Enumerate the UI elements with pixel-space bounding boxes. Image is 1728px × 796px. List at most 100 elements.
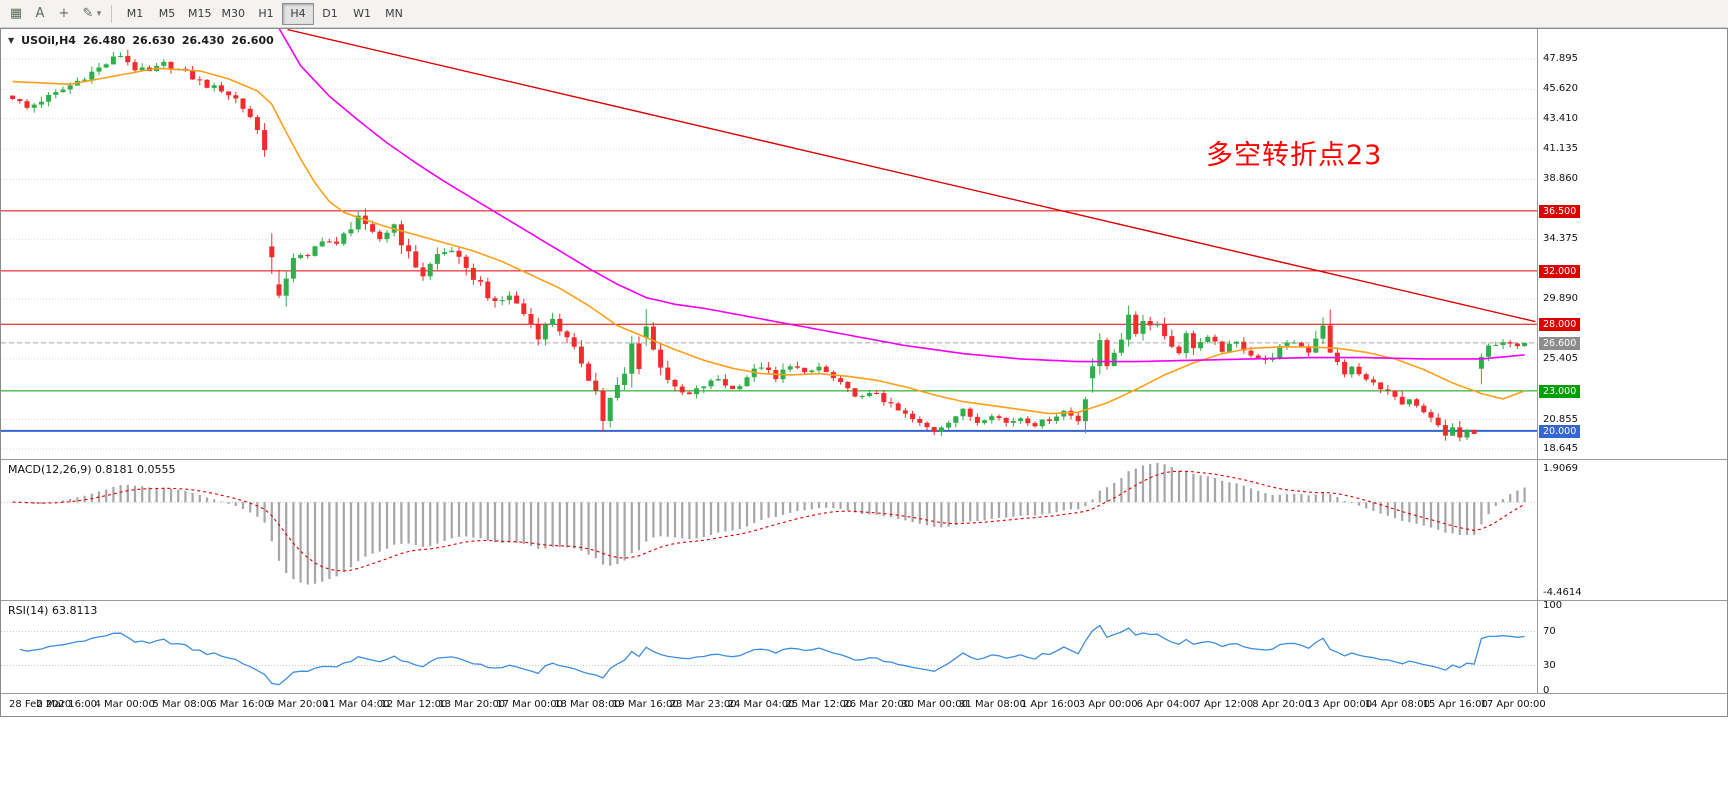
time-label: 2 Mar 16:00 (36, 699, 98, 710)
candle (629, 343, 635, 374)
dropdown-caret-icon[interactable]: ▾ (96, 8, 102, 19)
candle (254, 117, 260, 131)
one-click-trading-icon[interactable]: ▼ (8, 36, 15, 45)
candle (974, 416, 980, 423)
candle (1183, 333, 1189, 354)
candle (1205, 336, 1211, 342)
candle (1486, 345, 1492, 357)
candle (643, 326, 649, 338)
candle (1075, 415, 1081, 422)
time-label: 31 Mar 08:00 (959, 699, 1026, 710)
candle (1212, 336, 1218, 342)
candle (665, 367, 671, 380)
rsi-label: RSI(14) 63.8113 (8, 604, 98, 617)
tf-button-MN[interactable]: MN (385, 7, 403, 20)
candle (1291, 342, 1297, 344)
rsi-panel: 100 70 30 0 RSI(14) 63.8113 (1, 600, 1727, 696)
time-label: 6 Mar 16:00 (210, 699, 271, 710)
candle (420, 267, 426, 277)
candle (1320, 325, 1326, 339)
candle (1248, 350, 1254, 356)
grid-icon[interactable]: ▦ (9, 6, 23, 21)
candle (190, 70, 196, 80)
candle (348, 229, 354, 234)
price-plot[interactable] (1, 29, 1538, 459)
candle (506, 295, 512, 301)
candle (276, 284, 282, 296)
rsi-scale-label: 0 (1543, 685, 1550, 696)
ma-slow-magenta (278, 29, 1525, 363)
candle (218, 85, 224, 92)
tf-button-D1[interactable]: D1 (322, 7, 338, 20)
candle (823, 366, 829, 373)
candle (895, 403, 901, 411)
text-tool-icon[interactable]: A (35, 6, 45, 21)
candle (722, 379, 728, 386)
time-axis[interactable]: 28 Feb 2020 2 Mar 16:00 4 Mar 00:00 5 Mar 0… (1, 694, 1727, 716)
candle (794, 366, 800, 368)
macd-plot[interactable] (1, 460, 1538, 600)
candle (60, 89, 66, 93)
candle (290, 258, 296, 279)
rsi-axis: 100 70 30 0 (1538, 600, 1726, 696)
rsi-plot[interactable] (1, 601, 1538, 693)
price-tick-label: 41.135 (1543, 143, 1578, 155)
price-tick-label: 38.860 (1543, 173, 1578, 185)
candle (564, 331, 570, 338)
candle (1003, 418, 1009, 423)
candle (938, 427, 944, 432)
trend-line[interactable] (287, 29, 1536, 323)
candle (910, 413, 916, 419)
main-chart-panel: 47.895 45.620 43.410 41.135 38.860 34.375 29.8… (1, 29, 1727, 460)
candle (334, 241, 340, 244)
price-line-tag: 28.000 (1539, 318, 1581, 332)
candle (211, 85, 217, 88)
tf-button-M1[interactable]: M1 (126, 7, 144, 20)
candle (226, 91, 232, 96)
candle (960, 408, 966, 417)
candle (89, 71, 95, 80)
chart-annotation[interactable]: 多空转折点23 (1206, 140, 1383, 171)
candle (542, 324, 548, 340)
rsi-line (19, 624, 1525, 686)
crosshair-icon[interactable]: + (58, 6, 70, 21)
tf-button-H1[interactable]: H1 (258, 7, 274, 20)
candle (67, 85, 73, 90)
candle (593, 380, 599, 391)
ma-fast-orange (12, 67, 1525, 415)
price-tick-label: 29.890 (1543, 293, 1578, 305)
candle (1046, 419, 1052, 421)
macd-histogram (18, 462, 1526, 585)
candle (1349, 366, 1355, 375)
candle (1478, 356, 1484, 369)
candle (1126, 314, 1132, 340)
draw-tools-icon[interactable]: ✎ (82, 6, 94, 21)
candle (233, 95, 239, 99)
tf-button-H4[interactable]: H4 (282, 2, 314, 25)
candle (341, 233, 347, 244)
macd-label: MACD(12,26,9) 0.8181 0.0555 (8, 463, 176, 476)
candle (931, 427, 937, 432)
candle (715, 379, 721, 381)
candle (197, 79, 203, 81)
candle (456, 250, 462, 257)
candle (528, 314, 534, 325)
candle (434, 254, 440, 264)
candle (787, 366, 793, 370)
tf-button-M30[interactable]: M30 (221, 7, 246, 20)
price-line-tag: 20.000 (1539, 424, 1581, 438)
time-label: 14 Apr 08:00 (1364, 699, 1430, 710)
candle (1140, 321, 1146, 334)
candle (1406, 399, 1412, 405)
candle (449, 250, 455, 253)
tf-button-W1[interactable]: W1 (353, 7, 371, 20)
candle (1190, 333, 1196, 349)
tf-button-M15[interactable]: M15 (188, 7, 212, 20)
candle (370, 224, 376, 232)
candle (326, 241, 332, 243)
candle (1421, 405, 1427, 413)
candle (1414, 399, 1420, 406)
candle (1356, 366, 1362, 375)
tf-button-M5[interactable]: M5 (158, 7, 176, 20)
candle (1471, 429, 1477, 434)
